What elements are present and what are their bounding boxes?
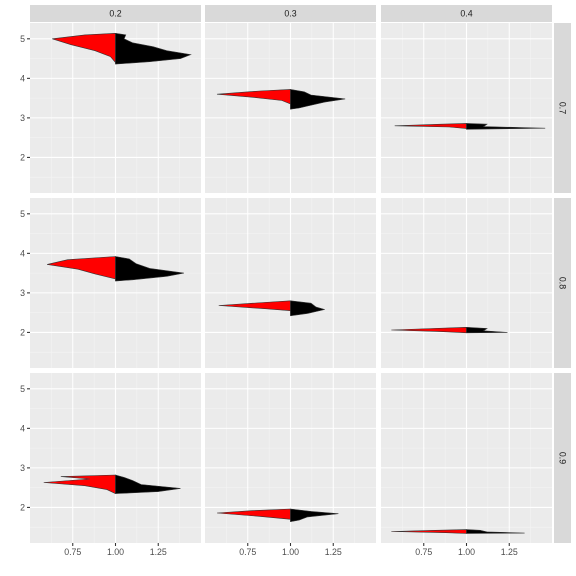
column-strip-0 <box>30 5 201 22</box>
violin-right-half-r2-c2 <box>466 529 525 534</box>
row-strip-label: 0.9 <box>558 452 568 464</box>
x-tick-label: 1.00 <box>282 547 299 557</box>
violin-right-half-r1-c0 <box>115 256 184 282</box>
y-tick-label: 5 <box>20 209 25 219</box>
panel-r2-c2 <box>381 373 552 543</box>
violin-right-half-r1-c2 <box>466 326 508 334</box>
x-tick-label: 1.25 <box>150 547 167 557</box>
violin-left-half-r2-c0 <box>43 474 116 495</box>
violin-right-half-r0-c2 <box>466 123 546 130</box>
column-strip-2 <box>381 5 552 22</box>
column-strip-label: 0.2 <box>109 9 121 19</box>
panel-r2-c0 <box>30 373 201 543</box>
row-strip-1 <box>554 198 571 368</box>
y-tick-label: 2 <box>20 502 25 512</box>
x-tick-label: 1.25 <box>325 547 342 557</box>
x-tick-label: 1.00 <box>458 547 475 557</box>
violin-left-half-r2-c1 <box>216 508 291 522</box>
violin-right-half-r2-c0 <box>115 474 181 494</box>
column-strip-1 <box>205 5 376 22</box>
column-strip-label: 0.4 <box>460 9 472 19</box>
y-tick-label: 5 <box>20 384 25 394</box>
y-tick-label: 3 <box>20 288 25 298</box>
violin-right-half-r0-c1 <box>290 89 346 110</box>
x-tick-label: 0.75 <box>415 547 432 557</box>
panel-r1-c0 <box>30 198 201 368</box>
y-tick-label: 3 <box>20 113 25 123</box>
y-tick-label: 4 <box>20 248 25 258</box>
violin-left-half-r0-c2 <box>394 123 467 130</box>
panel-r1-c2 <box>381 198 552 368</box>
x-tick-label: 1.25 <box>501 547 518 557</box>
x-tick-label: 0.75 <box>239 547 256 557</box>
panel-r1-c1 <box>205 198 376 368</box>
violin-right-half-r0-c0 <box>115 32 192 65</box>
y-tick-label: 4 <box>20 73 25 83</box>
y-tick-label: 2 <box>20 152 25 162</box>
row-strip-label: 0.7 <box>558 102 568 114</box>
y-tick-label: 5 <box>20 34 25 44</box>
y-tick-label: 2 <box>20 327 25 337</box>
x-tick-label: 1.00 <box>107 547 124 557</box>
row-strip-2 <box>554 373 571 543</box>
violin-right-half-r2-c1 <box>290 508 339 523</box>
row-strip-0 <box>554 23 571 193</box>
violin-left-half-r1-c1 <box>218 300 291 316</box>
y-tick-label: 4 <box>20 423 25 433</box>
violin-right-half-r1-c1 <box>290 300 325 317</box>
panel-r0-c2 <box>381 23 552 193</box>
y-tick-label: 3 <box>20 463 25 473</box>
x-tick-label: 0.75 <box>64 547 81 557</box>
column-strip-label: 0.3 <box>284 9 296 19</box>
row-strip-label: 0.8 <box>558 277 568 289</box>
